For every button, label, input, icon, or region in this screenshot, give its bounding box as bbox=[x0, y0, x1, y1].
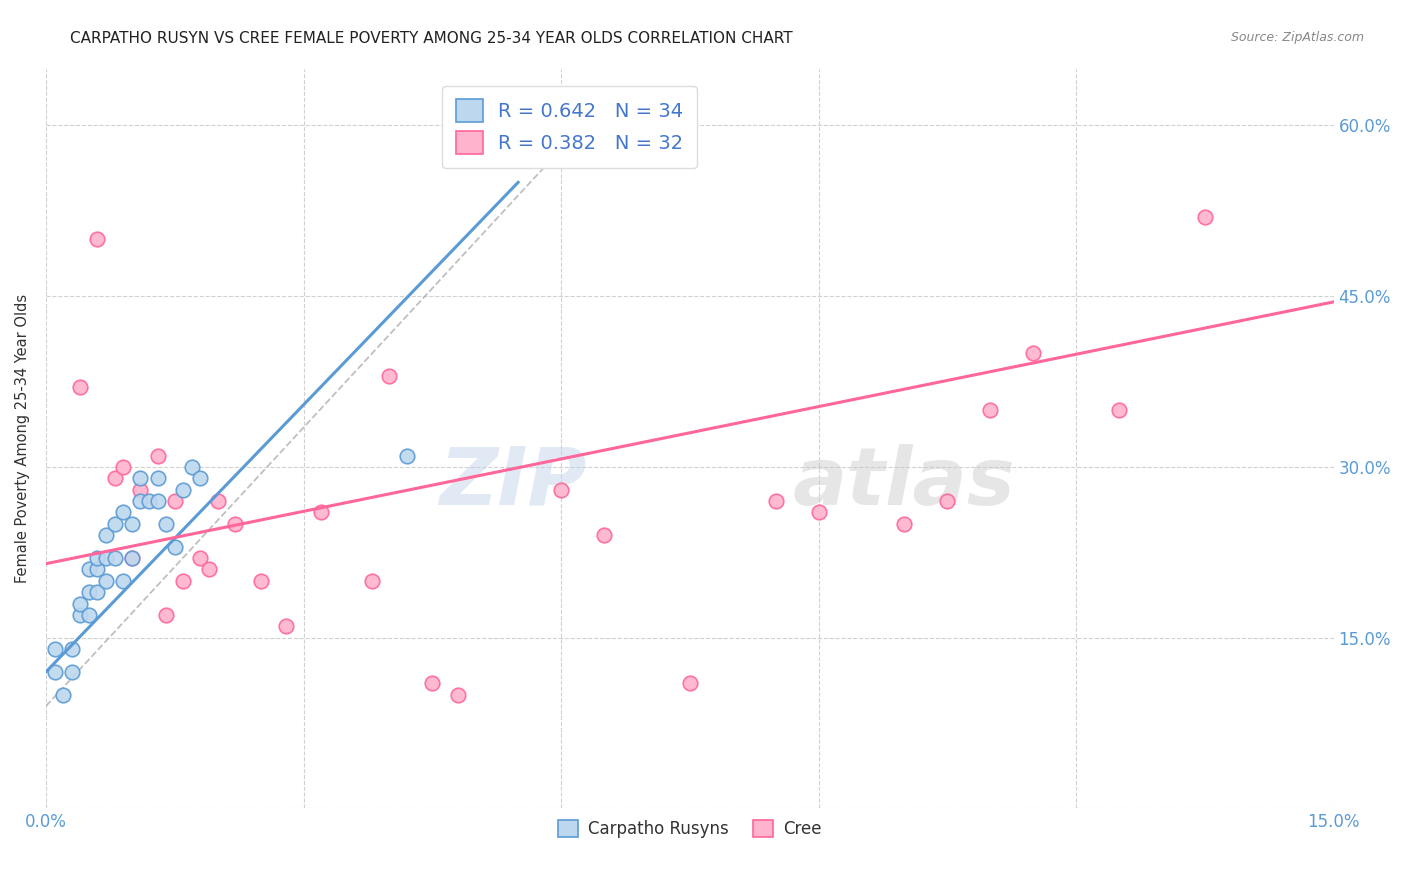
Point bbox=[104, 471, 127, 485]
Point bbox=[146, 449, 169, 463]
Point bbox=[69, 380, 91, 394]
Point bbox=[593, 528, 616, 542]
Point bbox=[420, 676, 443, 690]
Point bbox=[94, 574, 117, 588]
Point bbox=[172, 483, 194, 497]
Text: ZIP: ZIP bbox=[440, 444, 586, 522]
Point bbox=[309, 506, 332, 520]
Point bbox=[121, 551, 143, 566]
Point bbox=[1108, 403, 1130, 417]
Point bbox=[155, 516, 177, 531]
Point bbox=[94, 551, 117, 566]
Point bbox=[1022, 346, 1045, 360]
Point bbox=[395, 449, 418, 463]
Point bbox=[190, 551, 212, 566]
Point bbox=[224, 516, 246, 531]
Point bbox=[52, 688, 75, 702]
Point bbox=[112, 506, 135, 520]
Y-axis label: Female Poverty Among 25-34 Year Olds: Female Poverty Among 25-34 Year Olds bbox=[15, 294, 30, 583]
Text: CARPATHO RUSYN VS CREE FEMALE POVERTY AMONG 25-34 YEAR OLDS CORRELATION CHART: CARPATHO RUSYN VS CREE FEMALE POVERTY AM… bbox=[70, 31, 793, 46]
Point bbox=[121, 551, 143, 566]
Point bbox=[112, 574, 135, 588]
Text: atlas: atlas bbox=[793, 444, 1015, 522]
Point bbox=[129, 483, 152, 497]
Point bbox=[936, 494, 959, 508]
Point bbox=[146, 494, 169, 508]
Point bbox=[190, 471, 212, 485]
Point bbox=[361, 574, 384, 588]
Point bbox=[121, 516, 143, 531]
Point bbox=[44, 642, 66, 657]
Point bbox=[77, 585, 100, 599]
Point bbox=[104, 516, 127, 531]
Point bbox=[86, 232, 108, 246]
Point bbox=[60, 642, 83, 657]
Point bbox=[378, 368, 401, 383]
Point bbox=[163, 494, 186, 508]
Point bbox=[163, 540, 186, 554]
Point bbox=[69, 597, 91, 611]
Point bbox=[276, 619, 298, 633]
Point bbox=[679, 676, 702, 690]
Point bbox=[172, 574, 194, 588]
Point bbox=[593, 153, 616, 167]
Point bbox=[447, 688, 470, 702]
Point bbox=[129, 471, 152, 485]
Point bbox=[207, 494, 229, 508]
Point bbox=[86, 562, 108, 576]
Point bbox=[979, 403, 1001, 417]
Point bbox=[86, 551, 108, 566]
Point bbox=[77, 562, 100, 576]
Point bbox=[180, 459, 202, 474]
Point bbox=[249, 574, 271, 588]
Text: Source: ZipAtlas.com: Source: ZipAtlas.com bbox=[1230, 31, 1364, 45]
Point bbox=[198, 562, 221, 576]
Point bbox=[146, 471, 169, 485]
Point bbox=[44, 665, 66, 679]
Point bbox=[550, 483, 572, 497]
Point bbox=[60, 665, 83, 679]
Point bbox=[94, 528, 117, 542]
Point bbox=[69, 607, 91, 622]
Point bbox=[765, 494, 787, 508]
Point bbox=[77, 607, 100, 622]
Point bbox=[112, 459, 135, 474]
Point bbox=[893, 516, 915, 531]
Point bbox=[129, 494, 152, 508]
Point bbox=[807, 506, 830, 520]
Point bbox=[1194, 210, 1216, 224]
Point bbox=[138, 494, 160, 508]
Legend: Carpatho Rusyns, Cree: Carpatho Rusyns, Cree bbox=[551, 813, 828, 845]
Point bbox=[86, 585, 108, 599]
Point bbox=[155, 607, 177, 622]
Point bbox=[104, 551, 127, 566]
